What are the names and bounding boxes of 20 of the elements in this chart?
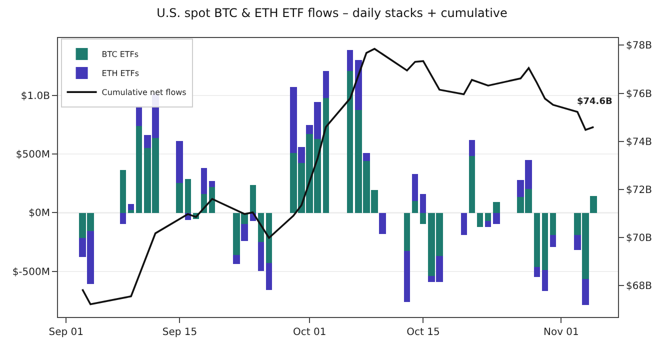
y-tick-label: $1.0B — [20, 90, 50, 102]
x-tick-label: Nov 01 — [543, 327, 579, 338]
y2-tick-label: $68B — [626, 281, 652, 292]
y2-tick-label: $72B — [626, 185, 652, 196]
y2-tick-label: $76B — [626, 88, 652, 100]
x-tick-label: Oct 01 — [292, 327, 326, 338]
y-tick-label: $500M — [16, 150, 50, 161]
y-tick-label: $-500M — [12, 266, 50, 278]
chart-title: U.S. spot BTC & ETH ETF flows – daily stacks + cumulative — [156, 6, 508, 20]
legend-label: BTC ETFs — [102, 50, 139, 60]
y2-tick-label: $70B — [626, 233, 652, 244]
y-tick-label: $0M — [28, 208, 50, 220]
x-tick-label: Sep 01 — [48, 327, 84, 338]
annotation: $74.6B — [577, 97, 612, 107]
x-tick-label: Sep 15 — [162, 327, 198, 338]
legend-label: ETH ETFs — [102, 69, 140, 78]
x-tick-label: Oct 15 — [406, 327, 440, 338]
y2-tick-label: $78B — [626, 40, 652, 52]
legend-label: Cumulative net flows — [102, 88, 186, 98]
y2-tick-label: $74B — [626, 136, 652, 148]
